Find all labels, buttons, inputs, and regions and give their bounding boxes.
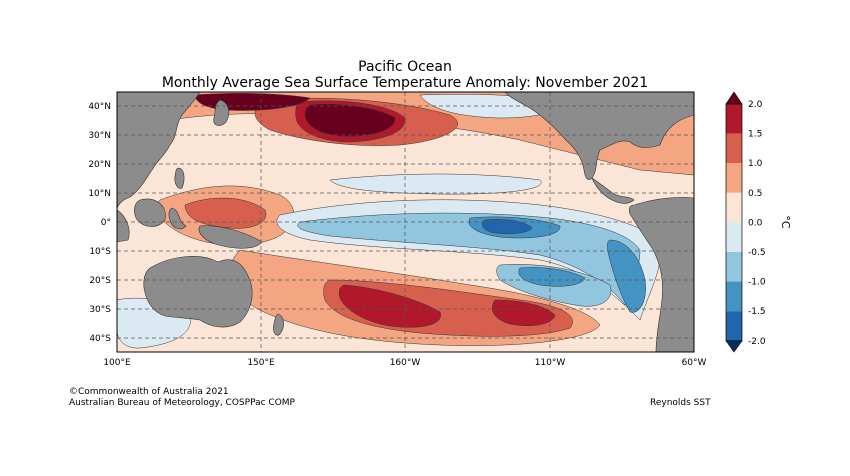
colorbar: 2.0 1.5 1.0 0.5 0.0 -0.5 -1.0 -1.5 -2.0 … [725, 91, 792, 353]
lat-tick-label: 20°S [89, 276, 111, 286]
lat-tick-label: 10°S [89, 247, 111, 257]
lat-tick-label: 10°N [88, 189, 111, 199]
lat-tick-label: 20°N [88, 160, 111, 170]
anomaly-region-colder-coastal [607, 239, 646, 313]
land-borneo [134, 198, 166, 227]
colorbar-tick-label: 1.0 [748, 159, 763, 169]
anomaly-region-moderate-tropics [184, 197, 267, 229]
lon-tick-label: 160°W [390, 358, 421, 368]
anomaly-region-extreme-north [304, 103, 396, 137]
colorbar-tick-label: -1.5 [748, 307, 766, 317]
lat-tick-label: 40°N [88, 102, 111, 112]
lon-tick-label: 110°W [535, 358, 566, 368]
colorbar-tick-label: 0.0 [748, 218, 763, 228]
land-south-america [628, 197, 694, 352]
colorbar-tick-label: 0.5 [748, 189, 762, 199]
colorbar-frame [725, 103, 743, 342]
agency-text: Australian Bureau of Meteorology, COSPPa… [69, 398, 295, 408]
colorbar-segment [726, 311, 742, 341]
map-plot-area [117, 92, 694, 352]
colorbar-tick-label: -0.5 [748, 248, 766, 258]
land-new-guinea [198, 225, 263, 249]
colorbar-extend-top [725, 91, 743, 105]
colorbar-segment [726, 281, 742, 312]
colorbar-extend-bottom [725, 340, 743, 353]
map-title: Pacific Ocean [358, 59, 452, 75]
longitude-axis: 100°E 150°E 160°W 110°W 60°W [103, 358, 706, 368]
anomaly-region-strong-southeast [492, 299, 556, 326]
colorbar-tick-label: 2.0 [748, 100, 763, 110]
land-australia [143, 256, 253, 328]
anomaly-region-cool-north [329, 173, 542, 195]
colorbar-tick-label: -1.0 [748, 278, 766, 288]
colorbar-segment [726, 104, 742, 134]
land-asia [117, 92, 201, 211]
lat-tick-label: 0° [101, 218, 111, 228]
latitude-axis: 40°N 30°N 20°N 10°N 0° 10°S 20°S 30°S 40… [88, 102, 111, 344]
colorbar-segment [726, 252, 742, 282]
lat-tick-label: 30°N [88, 131, 111, 141]
anomaly-region-cold-equatorial [297, 212, 641, 306]
map-subtitle: Monthly Average Sea Surface Temperature … [161, 75, 649, 91]
land-sumatra [117, 209, 130, 243]
colorbar-tick-label: 1.5 [748, 130, 762, 140]
colorbar-segment [726, 163, 742, 193]
land-central-america [591, 177, 635, 204]
colorbar-segment [726, 133, 742, 164]
land-sulawesi [168, 207, 187, 230]
copyright-text: ©Commonwealth of Australia 2021 [69, 387, 229, 397]
anomaly-region-colder-southeast [518, 267, 586, 287]
colorbar-segment [726, 192, 742, 223]
lat-tick-label: 30°S [89, 305, 111, 315]
colorbar-segment [726, 222, 742, 252]
lon-tick-label: 150°E [247, 358, 275, 368]
data-source-text: Reynolds SST [650, 398, 711, 408]
colorbar-unit-label: °C [779, 215, 792, 229]
graticule [117, 92, 694, 352]
anomaly-region-coldest-equatorial [482, 219, 533, 234]
land-japan [213, 99, 230, 126]
map-frame [116, 91, 695, 353]
lon-tick-label: 60°W [682, 358, 707, 368]
land-new-zealand [273, 313, 284, 336]
lat-tick-label: 40°S [89, 334, 111, 344]
land-philippines [174, 167, 185, 189]
anomaly-region-strong-south [338, 284, 441, 328]
colorbar-tick-label: -2.0 [748, 337, 766, 347]
lon-tick-label: 100°E [103, 358, 131, 368]
